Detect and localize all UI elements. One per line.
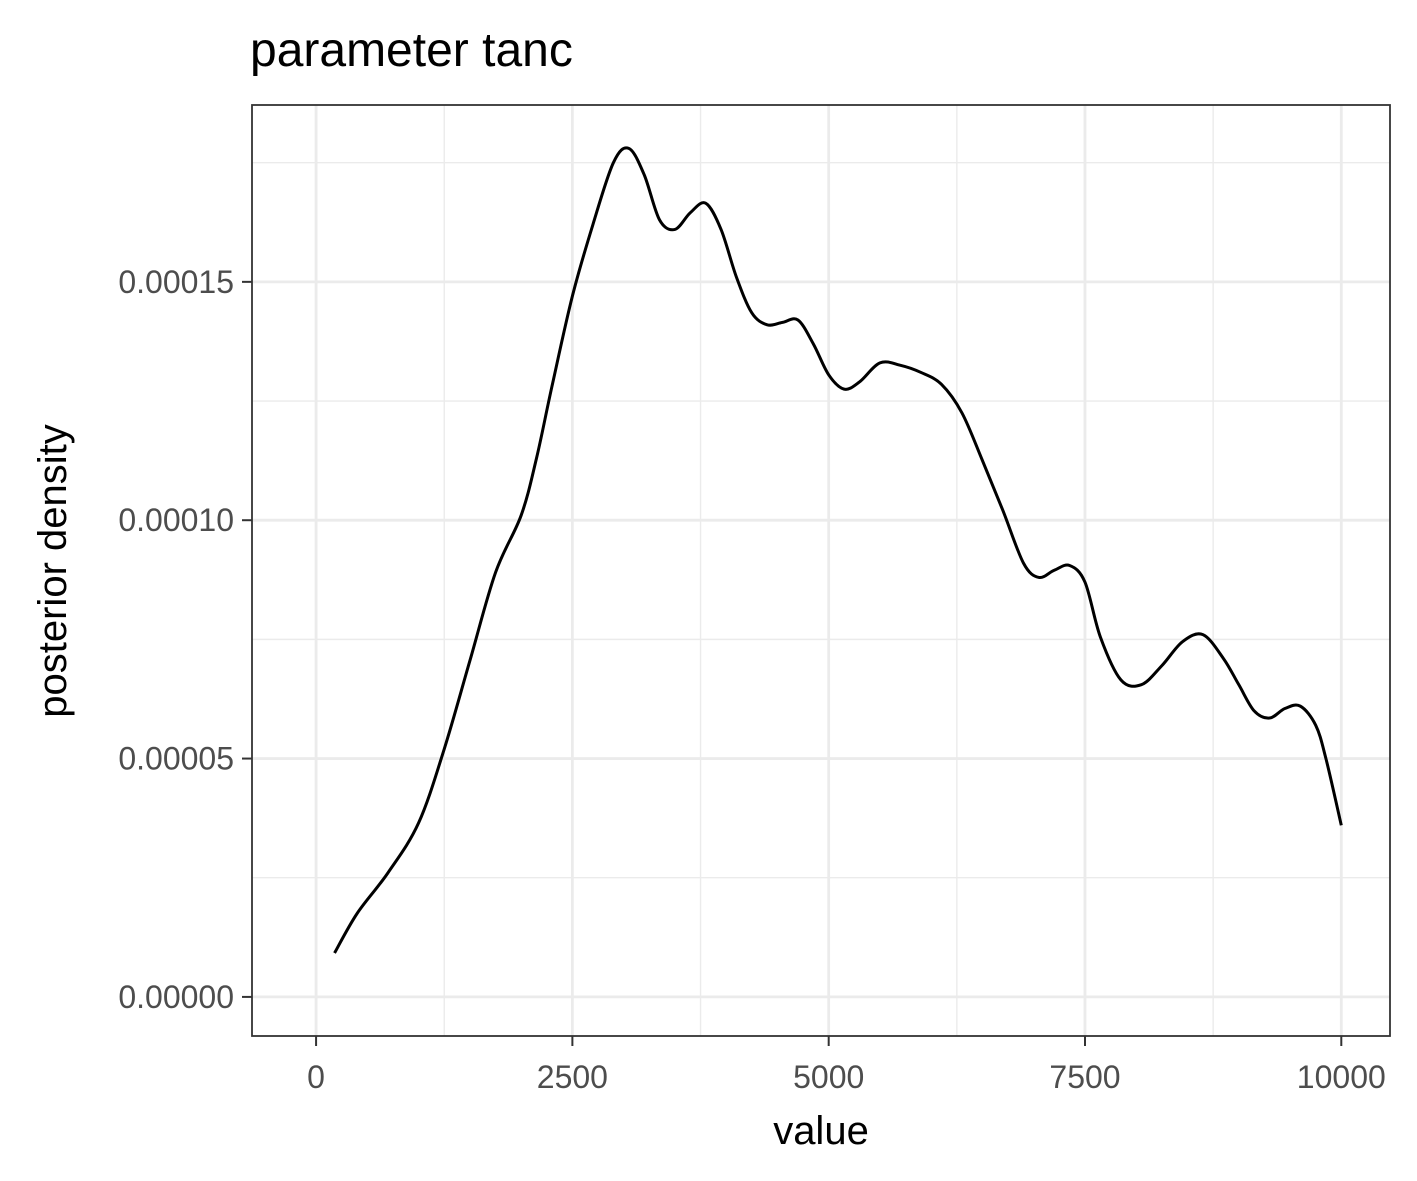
x-tick-label: 2500	[537, 1059, 608, 1095]
panel-border	[251, 104, 1391, 1037]
density-line	[333, 146, 1343, 954]
major-gridlines	[252, 105, 1390, 1036]
y-axis: 0.00000 0.00005 0.00010 0.00015	[118, 264, 252, 1015]
minor-gridlines	[252, 105, 1390, 1036]
panel-background	[252, 105, 1390, 1036]
x-tick-label: 7500	[1049, 1059, 1120, 1095]
y-tick-label: 0.00005	[118, 741, 234, 777]
x-tick-label: 10000	[1297, 1059, 1386, 1095]
y-tick-label: 0.00010	[118, 502, 234, 538]
y-tick-label: 0.00015	[118, 264, 234, 300]
x-axis: 0 2500 5000 7500 10000	[307, 1036, 1386, 1095]
x-axis-title: value	[773, 1109, 869, 1153]
y-tick-label: 0.00000	[118, 979, 234, 1015]
plot-panel	[251, 104, 1391, 1037]
chart-title: parameter tanc	[250, 24, 573, 77]
y-axis-title: posterior density	[31, 424, 75, 717]
x-tick-label: 5000	[793, 1059, 864, 1095]
x-tick-label: 0	[307, 1059, 325, 1095]
